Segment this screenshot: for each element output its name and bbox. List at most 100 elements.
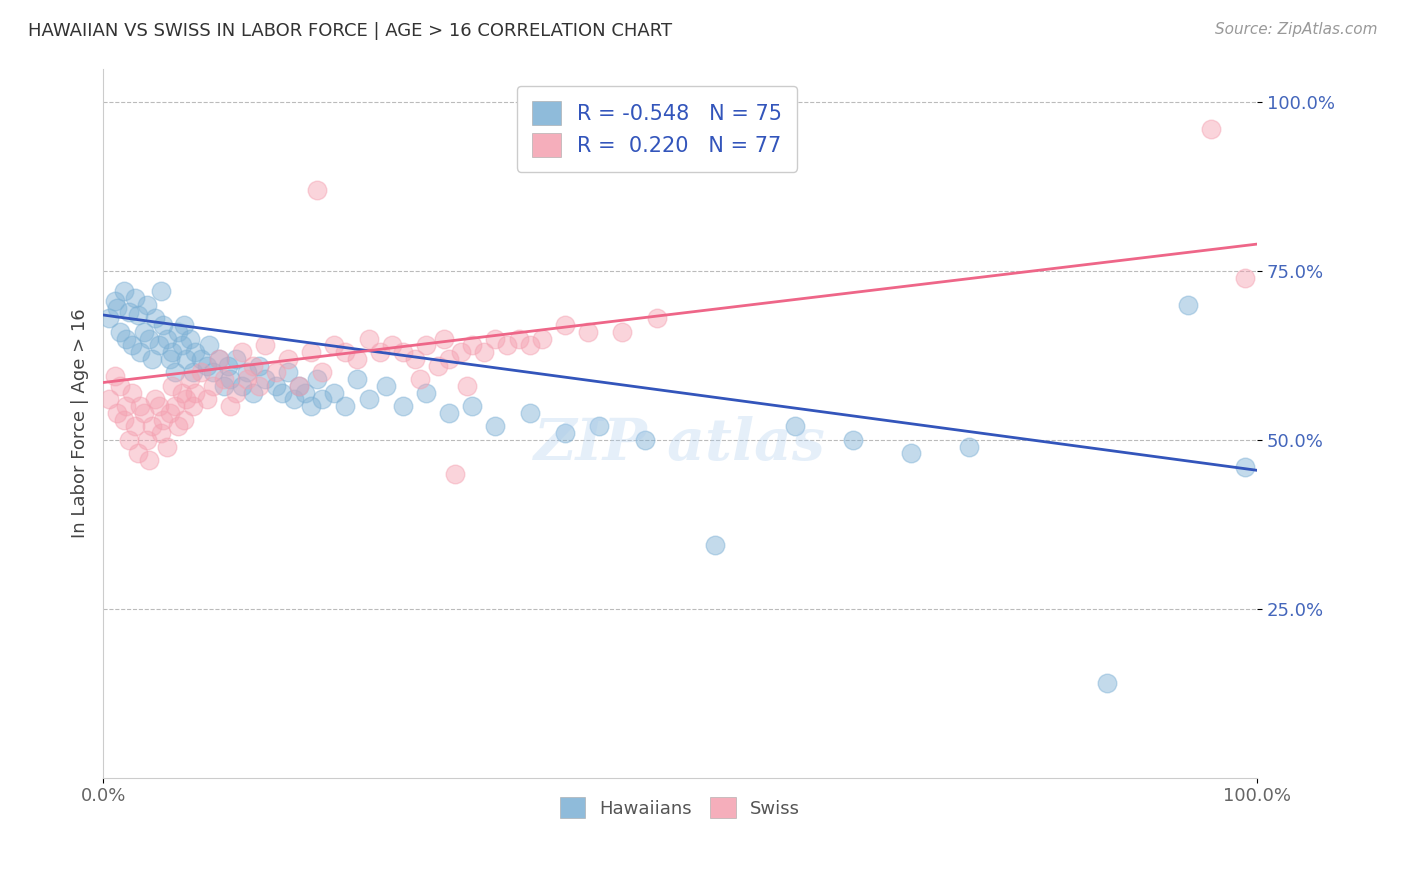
Point: [162, 379, 184, 393]
Point: [368, 345, 391, 359]
Point: [496, 338, 519, 352]
Point: [155, 440, 177, 454]
Point: [181, 365, 204, 379]
Point: [247, 359, 270, 373]
Point: [201, 379, 224, 393]
Point: [162, 345, 184, 359]
Point: [519, 406, 541, 420]
Point: [190, 351, 212, 366]
Point: [612, 325, 634, 339]
Point: [530, 332, 553, 346]
Legend: Hawaiians, Swiss: Hawaiians, Swiss: [553, 790, 807, 825]
Point: [432, 332, 454, 346]
Point: [207, 351, 229, 366]
Point: [110, 325, 132, 339]
Point: [322, 385, 344, 400]
Point: [253, 338, 276, 352]
Point: [190, 365, 212, 379]
Point: [174, 392, 197, 407]
Point: [167, 419, 190, 434]
Point: [374, 379, 396, 393]
Point: [842, 433, 865, 447]
Point: [381, 338, 404, 352]
Point: [115, 399, 138, 413]
Y-axis label: In Labor Force | Age > 16: In Labor Force | Age > 16: [72, 309, 89, 538]
Point: [264, 365, 287, 379]
Point: [472, 345, 495, 359]
Point: [163, 399, 186, 413]
Point: [173, 318, 195, 332]
Point: [179, 332, 201, 346]
Point: [214, 379, 236, 393]
Point: [392, 399, 415, 413]
Point: [195, 392, 218, 407]
Point: [105, 301, 128, 316]
Point: [439, 406, 461, 420]
Text: ZIP atlas: ZIP atlas: [534, 416, 825, 473]
Point: [299, 345, 322, 359]
Point: [785, 419, 807, 434]
Point: [576, 325, 599, 339]
Point: [311, 392, 333, 407]
Point: [703, 538, 725, 552]
Point: [456, 379, 478, 393]
Point: [1234, 459, 1257, 474]
Point: [277, 365, 299, 379]
Point: [143, 311, 166, 326]
Point: [554, 426, 576, 441]
Point: [136, 433, 159, 447]
Point: [1095, 676, 1118, 690]
Point: [264, 379, 287, 393]
Point: [207, 351, 229, 366]
Point: [305, 372, 328, 386]
Point: [173, 412, 195, 426]
Point: [554, 318, 576, 332]
Point: [439, 351, 461, 366]
Point: [322, 338, 344, 352]
Point: [288, 379, 311, 393]
Point: [112, 285, 135, 299]
Point: [138, 332, 160, 346]
Point: [426, 359, 449, 373]
Point: [174, 351, 197, 366]
Point: [97, 311, 120, 326]
Point: [159, 406, 181, 420]
Point: [335, 345, 357, 359]
Point: [277, 351, 299, 366]
Point: [152, 318, 174, 332]
Point: [167, 325, 190, 339]
Point: [184, 385, 207, 400]
Point: [444, 467, 467, 481]
Point: [461, 338, 484, 352]
Point: [409, 372, 432, 386]
Text: HAWAIIAN VS SWISS IN LABOR FORCE | AGE > 16 CORRELATION CHART: HAWAIIAN VS SWISS IN LABOR FORCE | AGE >…: [28, 22, 672, 40]
Point: [127, 308, 149, 322]
Point: [132, 325, 155, 339]
Point: [415, 385, 437, 400]
Point: [117, 304, 139, 318]
Point: [104, 294, 127, 309]
Point: [1234, 270, 1257, 285]
Point: [138, 453, 160, 467]
Point: [159, 351, 181, 366]
Point: [346, 372, 368, 386]
Point: [634, 433, 657, 447]
Point: [184, 345, 207, 359]
Point: [112, 412, 135, 426]
Point: [104, 368, 127, 383]
Point: [242, 359, 264, 373]
Point: [110, 379, 132, 393]
Point: [294, 385, 316, 400]
Point: [129, 399, 152, 413]
Point: [195, 359, 218, 373]
Point: [149, 285, 172, 299]
Point: [305, 183, 328, 197]
Point: [415, 338, 437, 352]
Point: [346, 351, 368, 366]
Point: [357, 392, 380, 407]
Point: [242, 385, 264, 400]
Point: [231, 345, 253, 359]
Point: [198, 338, 221, 352]
Point: [900, 446, 922, 460]
Point: [181, 399, 204, 413]
